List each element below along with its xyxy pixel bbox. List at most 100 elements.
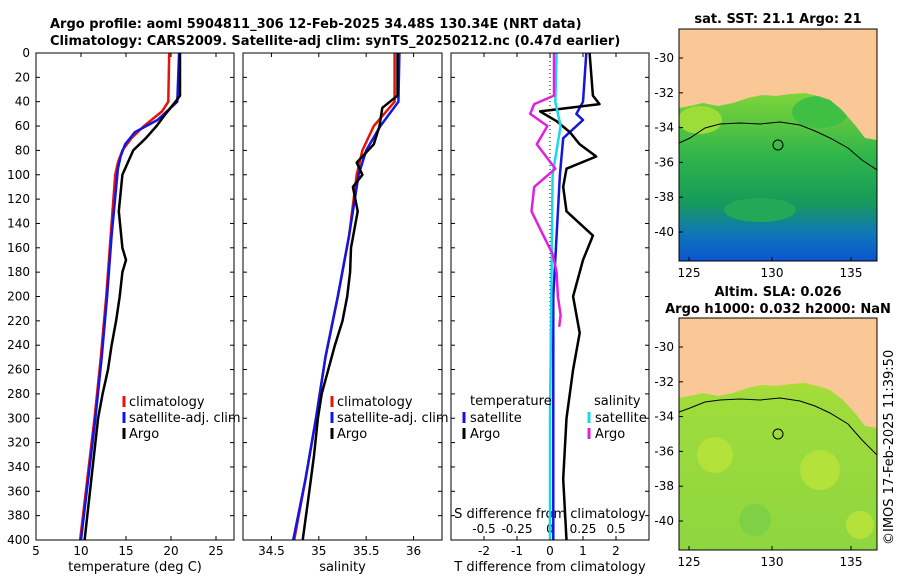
map-y-tick-label: -30 (654, 340, 674, 354)
y-tick-label: 320 (7, 436, 30, 450)
y-tick-label: 120 (7, 192, 30, 206)
legend-salinity-heading: salinity (594, 394, 641, 409)
sst-map-title: sat. SST: 21.1 Argo: 21 (694, 12, 861, 27)
sst-land (679, 29, 877, 140)
title-line-2: Climatology: CARS2009. Satellite-adj cli… (50, 34, 620, 49)
plot-frame (35, 52, 235, 541)
map-y-tick-label: -32 (654, 375, 674, 389)
sst-map-frame (678, 28, 878, 262)
difference-panel: -2 -1 0 1 2-0.5 -0.25 0 0.25 0.5S difference fro… (450, 52, 650, 575)
x-tick-label: -1 (511, 544, 523, 558)
map-x-tick-label: 130 (761, 555, 784, 569)
series-line (83, 53, 182, 541)
y-tick-label: 260 (7, 363, 30, 377)
x-tick-label: 35.5 (353, 544, 380, 558)
sla-map-title-2: Argo h1000: 0.032 h2000: NaN (665, 302, 891, 317)
map-y-tick-label: -32 (654, 86, 674, 100)
temperature-panel: 0 20 40 60 80 100 120 140 160 180 200 220 240 260 280 3… (7, 46, 235, 575)
plot-frame (450, 52, 650, 541)
map-x-tick-label: 125 (678, 266, 701, 280)
sla-eddy (697, 437, 733, 473)
sla-land (679, 318, 877, 428)
map-axes: -30 -32 -34 -36 -38 -40 125 130 135 -30 -32 -34 -36 -… (654, 51, 862, 569)
sla-map (679, 318, 877, 550)
title-line-1: Argo profile: aoml 5904811_306 12-Feb-20… (50, 17, 582, 32)
sst-contour (679, 121, 877, 171)
series-line (538, 52, 601, 541)
map-y-tick-label: -40 (654, 514, 674, 528)
x-tick-label: 25 (208, 544, 223, 558)
legend-climatology-label: climatology (337, 395, 413, 410)
x-tick-label: 20 (163, 544, 178, 558)
y-tick-label: 200 (7, 290, 30, 304)
map-x-tick-label: 135 (840, 555, 863, 569)
map-x-tick-label: 135 (840, 266, 863, 280)
series-line (548, 52, 562, 540)
map-y-tick-label: -36 (654, 155, 674, 169)
sla-map-frame (678, 317, 878, 551)
y-tick-label: 340 (7, 460, 30, 474)
y-tick-label: 300 (7, 411, 30, 425)
legend-s-satellite-label: satellite (595, 411, 647, 426)
temperature-legend: climatology satellite-adj. clim Argo (122, 395, 241, 442)
y-tick-label: 80 (15, 143, 30, 157)
map-y-tick-label: -36 (654, 444, 674, 458)
x-tick-label: 36 (406, 544, 421, 558)
salinity-legend: climatology satellite-adj. clim Argo (330, 395, 449, 442)
s-tick-label: 0.25 (570, 522, 597, 536)
y-tick-label: 100 (7, 168, 30, 182)
map-y-tick-label: -38 (654, 190, 674, 204)
legend-argo-label: Argo (129, 427, 159, 442)
y-tick-label: 140 (7, 216, 30, 230)
x-axis-label: salinity (319, 560, 366, 575)
sst-patch (679, 106, 722, 134)
map-y-tick-label: -40 (654, 225, 674, 239)
map-y-tick-label: -38 (654, 479, 674, 493)
difference-legend: temperature satellite Argo salinity sate… (462, 394, 647, 442)
sst-patch (792, 96, 848, 128)
y-tick-label: 40 (15, 95, 30, 109)
y-tick-label: 60 (15, 119, 30, 133)
y-tick-label: 20 (15, 70, 30, 84)
x-tick-label: 2 (612, 544, 620, 558)
y-tick-label: 380 (7, 509, 30, 523)
map-x-tick-label: 125 (678, 555, 701, 569)
legend-climatology-label: climatology (129, 395, 205, 410)
y-tick-label: 360 (7, 484, 30, 498)
map-x-tick-label: 130 (761, 266, 784, 280)
x-tick-label: 1 (579, 544, 587, 558)
y-tick-label: 400 (7, 533, 30, 547)
series-line (301, 53, 399, 541)
x-axis-label: T difference from climatology (453, 560, 646, 575)
y-tick-label: 220 (7, 314, 30, 328)
legend-satellite-label: satellite-adj. clim (337, 411, 449, 426)
x-tick-label: -2 (478, 544, 490, 558)
sla-eddy (739, 504, 771, 536)
map-y-tick-label: -30 (654, 51, 674, 65)
y-tick-label: 0 (22, 46, 30, 60)
legend-s-argo-label: Argo (595, 427, 625, 442)
imos-timestamp: ©IMOS 17-Feb-2025 11:39:50 (882, 350, 897, 545)
sst-argo-marker (772, 139, 784, 151)
sst-patch (724, 198, 796, 222)
legend-argo-label: Argo (337, 427, 367, 442)
s-tick-label: -0.25 (501, 522, 532, 536)
salinity-panel: 34.5 35 35.5 36 salinity (242, 52, 443, 575)
x-tick-label: 34.5 (258, 544, 285, 558)
x-tick-label: 5 (32, 544, 40, 558)
legend-satellite-label: satellite-adj. clim (129, 411, 241, 426)
sla-contour (679, 397, 877, 456)
legend-t-argo-label: Argo (470, 427, 500, 442)
x-tick-label: 10 (73, 544, 88, 558)
series-line (291, 52, 401, 541)
map-y-tick-label: -34 (654, 121, 674, 135)
map-y-tick-label: -34 (654, 410, 674, 424)
sst-map (679, 29, 877, 261)
s-tick-label: 0.5 (606, 522, 625, 536)
series-line (79, 52, 181, 541)
y-tick-label: 240 (7, 338, 30, 352)
x-tick-label: 15 (118, 544, 133, 558)
s-tick-label: -0.5 (472, 522, 495, 536)
x-tick-label: 35 (311, 544, 326, 558)
